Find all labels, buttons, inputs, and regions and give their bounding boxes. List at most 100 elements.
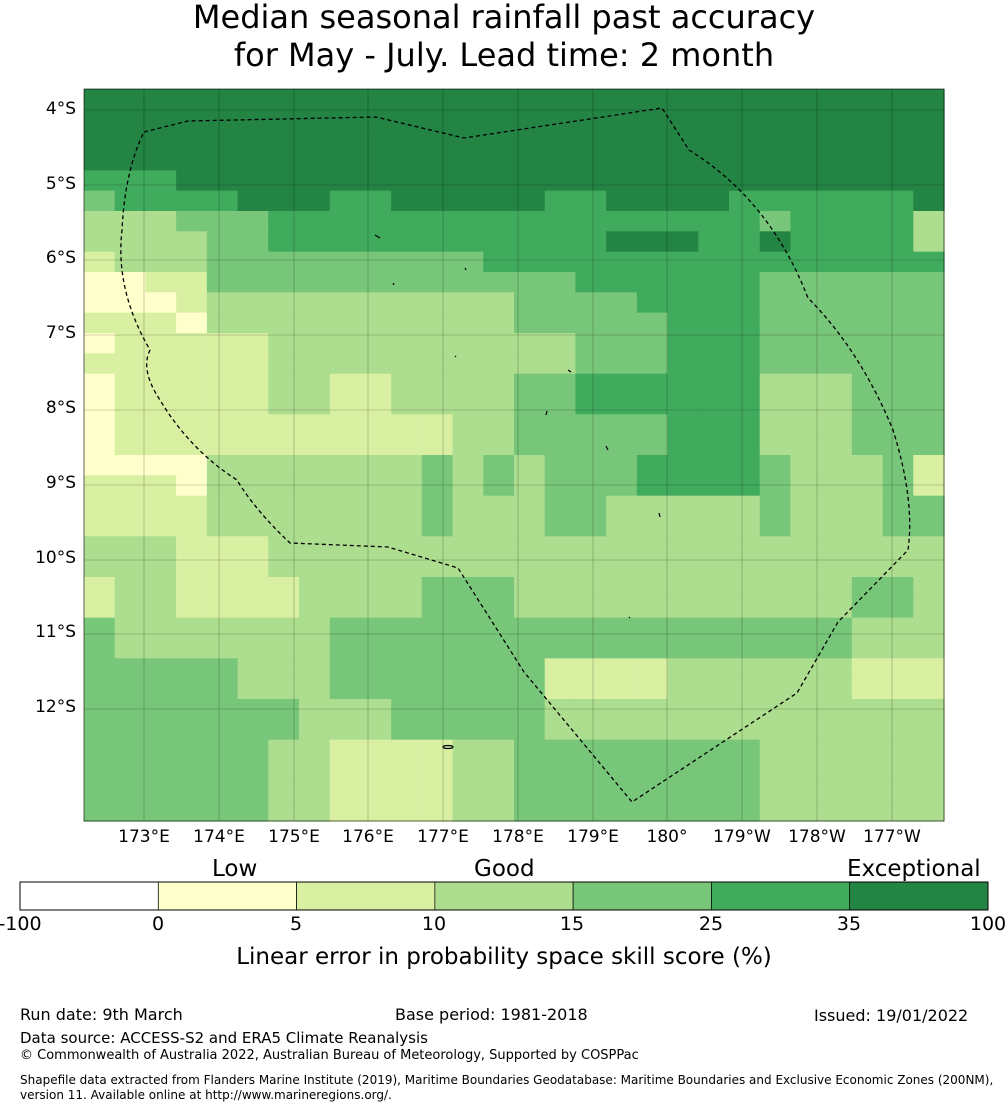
grid-cell (452, 678, 484, 700)
grid-cell (514, 89, 546, 110)
grid-cell (421, 89, 454, 110)
grid-cell (913, 292, 945, 314)
grid-cell (698, 739, 730, 761)
grid-cell (606, 638, 638, 659)
grid-cell (575, 333, 607, 354)
grid-cell (636, 414, 669, 436)
grid-cell (360, 150, 392, 171)
grid-cell (667, 333, 699, 354)
grid-cell (544, 312, 577, 334)
grid-cell (575, 211, 607, 232)
grid-cell (391, 780, 423, 802)
grid-cell (759, 211, 792, 232)
colorbar-box (157, 881, 297, 911)
grid-cell (391, 760, 423, 781)
grid-cell (790, 170, 822, 192)
grid-cell (421, 272, 454, 293)
grid-cell (667, 780, 699, 802)
grid-cell (851, 211, 884, 232)
grid-cell (636, 434, 669, 456)
grid-cell (575, 658, 607, 680)
grid-cell (729, 475, 761, 497)
grid-cell (237, 638, 269, 659)
grid-cell (176, 190, 208, 212)
grid-cell (606, 292, 638, 314)
grid-cell (268, 353, 300, 375)
grid-cell (667, 455, 699, 476)
grid-cell (452, 760, 484, 781)
grid-cell (360, 190, 392, 212)
grid-cell (514, 272, 546, 293)
grid-cell (421, 109, 454, 131)
grid-cell (299, 699, 331, 720)
grid-cell (729, 353, 761, 375)
grid-cell (237, 536, 269, 558)
grid-cell (84, 312, 116, 334)
grid-cell (636, 556, 669, 578)
grid-cell (821, 434, 853, 456)
grid-cell (790, 455, 822, 476)
grid-cell (821, 292, 853, 314)
grid-cell (483, 312, 515, 334)
grid-cell (851, 190, 884, 212)
grid-cell (268, 495, 300, 517)
grid-cell (299, 516, 331, 537)
grid-cell (667, 414, 699, 436)
grid-cell (421, 719, 454, 741)
grid-cell (114, 780, 147, 802)
grid-cell (391, 617, 423, 639)
grid-cell (84, 475, 116, 497)
grid-cell (237, 678, 269, 700)
grid-cell (114, 292, 147, 314)
grid-cell (299, 129, 331, 151)
grid-cell (790, 109, 822, 131)
grid-cell (329, 190, 362, 212)
grid-cell (606, 129, 638, 151)
grid-cell (391, 89, 423, 110)
grid-cell (237, 455, 269, 476)
grid-cell (729, 597, 761, 619)
grid-cell (913, 597, 945, 619)
grid-cell (667, 109, 699, 131)
grid-cell (514, 617, 546, 639)
grid-cell (206, 434, 239, 456)
grid-cell (176, 394, 208, 415)
grid-cell (114, 434, 147, 456)
grid-cell (206, 556, 239, 578)
grid-cell (698, 353, 730, 375)
grid-cell (421, 394, 454, 415)
grid-cell (575, 251, 607, 273)
grid-cell (759, 556, 792, 578)
grid-cell (759, 312, 792, 334)
grid-cell (84, 373, 116, 395)
grid-cell (636, 800, 669, 822)
grid-cell (483, 536, 515, 558)
grid-cell (452, 495, 484, 517)
grid-cell (913, 536, 945, 558)
grid-cell (698, 719, 730, 741)
grid-cell (176, 536, 208, 558)
grid-cell (514, 800, 546, 822)
grid-cell (237, 495, 269, 517)
grid-cell (636, 109, 669, 131)
grid-cell (667, 150, 699, 171)
grid-cell (483, 394, 515, 415)
grid-cell (882, 475, 914, 497)
grid-cell (329, 170, 362, 192)
grid-cell (514, 638, 546, 659)
grid-cell (636, 760, 669, 781)
grid-cell (84, 455, 116, 476)
grid-cell (882, 760, 914, 781)
grid-cell (698, 760, 730, 781)
lon-label-177w: 177°W (863, 827, 921, 847)
grid-cell (421, 760, 454, 781)
grid-cell (452, 170, 484, 192)
grid-cell (544, 617, 577, 639)
grid-cell (329, 678, 362, 700)
grid-cell (821, 89, 853, 110)
grid-cell (913, 211, 945, 232)
map-title-line1: Median seasonal rainfall past accuracy (192, 0, 816, 36)
grid-cell (790, 333, 822, 354)
grid-cell (821, 170, 853, 192)
grid-cell (329, 394, 362, 415)
